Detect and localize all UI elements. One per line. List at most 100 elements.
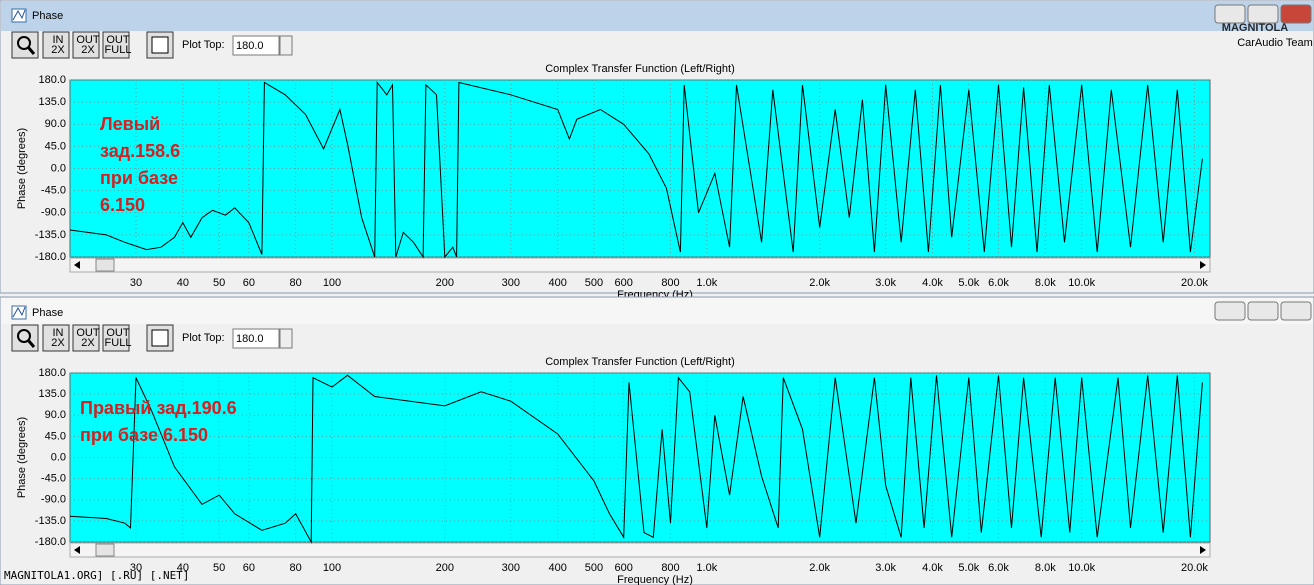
x-tick-label: 30: [130, 277, 142, 289]
y-tick-label: -180.0: [35, 536, 66, 548]
x-tick-label: 40: [177, 562, 189, 574]
title-bar: [1, 1, 1313, 31]
x-tick-label: 800: [661, 562, 679, 574]
y-tick-label: -135.0: [35, 515, 66, 527]
logo-name: MAGNITOLA: [1222, 22, 1288, 34]
window-icon: [11, 8, 27, 23]
y-tick-label: -180.0: [35, 251, 66, 263]
x-tick-label: 30: [130, 562, 142, 574]
x-tick-label: 40: [177, 277, 189, 289]
x-tick-label: 8.0k: [1035, 277, 1056, 289]
x-tick-label: 8.0k: [1035, 562, 1056, 574]
zoom-icon-handle: [26, 46, 36, 55]
y-tick-label: -90.0: [41, 207, 66, 219]
title-bar: [1, 298, 1313, 324]
maximize-button[interactable]: [1247, 301, 1279, 321]
x-tick-label: 800: [661, 277, 679, 289]
y-tick-label: 0.0: [51, 451, 66, 463]
plot-top-value: 180.0: [236, 333, 264, 345]
x-tick-label: 10.0k: [1068, 277, 1095, 289]
phase-line: [69, 81, 1203, 259]
scrollbar-thumb[interactable]: [95, 258, 115, 272]
toolbar-button[interactable]: [72, 324, 100, 352]
zoom-button[interactable]: [11, 324, 39, 352]
scroll-left[interactable]: [74, 546, 80, 554]
x-tick-label: 300: [502, 562, 520, 574]
toolbar-button[interactable]: [102, 31, 130, 59]
toolbar-button-label: OUT: [106, 34, 130, 46]
plot-top-input[interactable]: [232, 35, 280, 56]
toolbar-button-label: 2X: [51, 337, 65, 349]
x-axis-label: Frequency (Hz): [617, 574, 693, 585]
toolbar-button-label: OUT: [76, 327, 100, 339]
minimize-button[interactable]: [1214, 4, 1246, 24]
maximize-button[interactable]: [1247, 4, 1279, 24]
scroll-right[interactable]: [1200, 546, 1206, 554]
y-tick-label: 135.0: [38, 96, 66, 108]
x-tick-label: 1.0k: [696, 562, 717, 574]
annotation: зад.158.6: [100, 141, 180, 161]
x-tick-label: 400: [548, 277, 566, 289]
list-icon: [151, 329, 169, 347]
x-tick-label: 200: [436, 277, 454, 289]
toolbar-button-label: IN: [53, 327, 64, 339]
toolbar-button-label: 2X: [81, 44, 95, 56]
scrollbar[interactable]: [69, 257, 1211, 273]
y-tick-label: 90.0: [45, 118, 66, 130]
toolbar-button-label: 2X: [81, 337, 95, 349]
scroll-right[interactable]: [1200, 261, 1206, 269]
x-tick-label: 10.0k: [1068, 562, 1095, 574]
close-button[interactable]: [1280, 4, 1312, 24]
watermark: MAGNITOLA1.ORG] [.RU] [.NET]: [4, 569, 189, 582]
x-tick-label: 4.0k: [922, 277, 943, 289]
x-tick-label: 80: [290, 562, 302, 574]
y-tick-label: -90.0: [41, 494, 66, 506]
window-icon: [11, 305, 27, 320]
list-icon: [151, 36, 169, 54]
toolbar-button[interactable]: [102, 324, 130, 352]
toolbar-button[interactable]: [42, 324, 70, 352]
plot-area: [69, 372, 1211, 543]
toolbar-button[interactable]: [42, 31, 70, 59]
annotation: Левый: [100, 114, 160, 134]
spin-button[interactable]: [279, 328, 293, 349]
plot-top-input[interactable]: [232, 328, 280, 349]
x-tick-label: 60: [243, 562, 255, 574]
y-tick-label: -135.0: [35, 229, 66, 241]
y-tick-label: -45.0: [41, 473, 66, 485]
spin-button[interactable]: [279, 35, 293, 56]
toolbar-button[interactable]: [72, 31, 100, 59]
y-tick-label: 90.0: [45, 409, 66, 421]
annotation: Правый зад.190.6: [80, 398, 237, 418]
x-tick-label: 4.0k: [922, 562, 943, 574]
scroll-left[interactable]: [74, 261, 80, 269]
x-tick-label: 20.0k: [1181, 562, 1208, 574]
x-tick-label: 6.0k: [988, 277, 1009, 289]
zoom-icon-handle: [26, 339, 36, 348]
x-tick-label: 500: [585, 562, 603, 574]
chart-title: Complex Transfer Function (Left/Right): [545, 63, 735, 75]
toolbar-button-label: FULL: [105, 44, 132, 56]
x-tick-label: 1.0k: [696, 277, 717, 289]
x-tick-label: 20.0k: [1181, 277, 1208, 289]
annotation: 6.150: [100, 195, 145, 215]
x-tick-label: 600: [614, 277, 632, 289]
window-title: Phase: [32, 10, 63, 22]
toolbar-button-label: IN: [53, 34, 64, 46]
x-tick-label: 50: [213, 562, 225, 574]
scrollbar-thumb[interactable]: [95, 543, 115, 557]
close-button[interactable]: [1280, 301, 1312, 321]
x-tick-label: 100: [323, 562, 341, 574]
zoom-button[interactable]: [11, 31, 39, 59]
scrollbar[interactable]: [69, 542, 1211, 558]
minimize-button[interactable]: [1214, 301, 1246, 321]
x-tick-label: 100: [323, 277, 341, 289]
x-tick-label: 6.0k: [988, 562, 1009, 574]
x-tick-label: 50: [213, 277, 225, 289]
plot-area: [69, 79, 1211, 258]
zoom-icon: [17, 36, 31, 50]
x-tick-label: 5.0k: [958, 277, 979, 289]
logo-team: CarAudio Team: [1237, 37, 1313, 49]
y-tick-label: 180.0: [38, 367, 66, 379]
